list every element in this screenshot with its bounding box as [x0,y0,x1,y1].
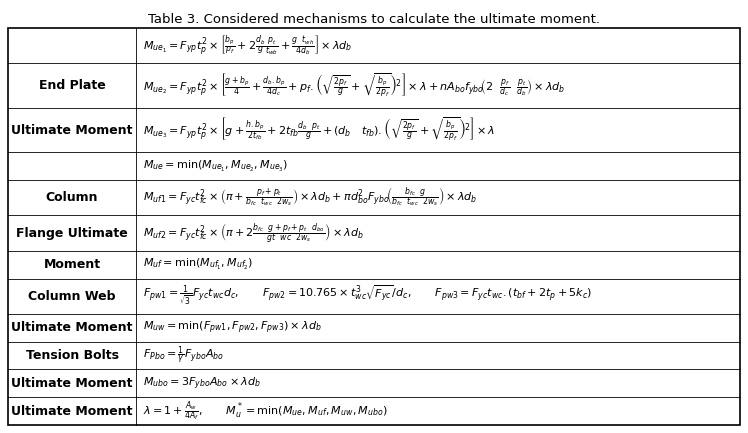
Text: $M_{uf1} = F_{yc}t_{fc}^2 \times \left(\pi + \frac{p_f+p_t}{b_{fc}\ \ t_{wc}\ \ : $M_{uf1} = F_{yc}t_{fc}^2 \times \left(\… [143,186,477,210]
Text: Ultimate Moment: Ultimate Moment [11,321,133,334]
Text: $M_{uf2} = F_{yc}t_{fc}^2 \times \left(\pi + 2\frac{b_{fc}\ \ g+p_f+p_t\ \ d_{bo: $M_{uf2} = F_{yc}t_{fc}^2 \times \left(\… [143,220,364,246]
Text: $M_{ue} = \min(M_{ue_1}, M_{ue_2}, M_{ue_3})$: $M_{ue} = \min(M_{ue_1}, M_{ue_2}, M_{ue… [143,158,289,174]
Text: $M_{ue_1} = F_{yp}t_p^2 \times \left[\frac{b_p}{p_f} + 2\frac{d_b}{g}\frac{p_t}{: $M_{ue_1} = F_{yp}t_p^2 \times \left[\fr… [143,34,352,58]
Text: Ultimate Moment: Ultimate Moment [11,404,133,417]
Text: Column: Column [46,191,98,204]
Text: $M_{ubo} = 3F_{ybo}A_{bo} \times \lambda d_b$: $M_{ubo} = 3F_{ybo}A_{bo} \times \lambda… [143,375,261,391]
Text: $\lambda = 1 + \frac{A_w}{4A_f},\qquad M_u^* = \min(M_{ue}, M_{uf}, M_{uw}, M_{u: $\lambda = 1 + \frac{A_w}{4A_f},\qquad M… [143,399,387,423]
Text: Ultimate Moment: Ultimate Moment [11,123,133,136]
Text: End Plate: End Plate [39,79,105,92]
Text: Moment: Moment [43,258,101,271]
Text: $F_{Pbo} = \frac{1}{\gamma}F_{ybo}A_{bo}$: $F_{Pbo} = \frac{1}{\gamma}F_{ybo}A_{bo}… [143,344,224,367]
Text: Column Web: Column Web [28,290,116,303]
Text: Flange Ultimate: Flange Ultimate [16,226,128,239]
Text: $M_{uw} = \min(F_{pw1}, F_{pw2}, F_{pw3}) \times \lambda d_b$: $M_{uw} = \min(F_{pw1}, F_{pw2}, F_{pw3}… [143,320,322,336]
Text: Table 3. Considered mechanisms to calculate the ultimate moment.: Table 3. Considered mechanisms to calcul… [148,13,600,26]
Text: $M_{ue_3} = F_{yp}t_p^2 \times \left[g + \frac{h.b_p}{2t_{fb}} + 2t_{fb}\frac{d_: $M_{ue_3} = F_{yp}t_p^2 \times \left[g +… [143,116,495,145]
Text: Tension Bolts: Tension Bolts [25,349,118,362]
Text: $M_{uf} = \min(M_{uf_1}, M_{uf_2})$: $M_{uf} = \min(M_{uf_1}, M_{uf_2})$ [143,257,254,272]
Text: $M_{ue_2} = F_{yp}t_p^2 \times \left[\frac{g+b_p}{4} + \frac{d_b.b_p}{4d_c} + p_: $M_{ue_2} = F_{yp}t_p^2 \times \left[\fr… [143,71,565,100]
Text: Ultimate Moment: Ultimate Moment [11,377,133,390]
Text: $F_{pw1} = \frac{1}{\sqrt{3}}F_{yc}t_{wc}d_c,\qquad F_{pw2} = 10.765 \times t_{w: $F_{pw1} = \frac{1}{\sqrt{3}}F_{yc}t_{wc… [143,284,592,308]
